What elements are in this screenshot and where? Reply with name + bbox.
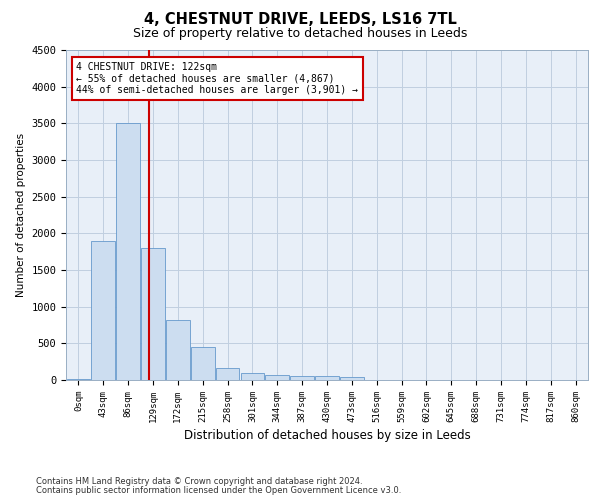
Bar — [265, 375, 289, 380]
Bar — [290, 376, 314, 380]
Bar — [241, 373, 264, 380]
Bar — [216, 368, 239, 380]
Bar — [315, 376, 339, 380]
Text: Contains HM Land Registry data © Crown copyright and database right 2024.: Contains HM Land Registry data © Crown c… — [36, 477, 362, 486]
Bar — [116, 124, 140, 380]
Y-axis label: Number of detached properties: Number of detached properties — [16, 133, 26, 297]
Text: Contains public sector information licensed under the Open Government Licence v3: Contains public sector information licen… — [36, 486, 401, 495]
Text: 4 CHESTNUT DRIVE: 122sqm
← 55% of detached houses are smaller (4,867)
44% of sem: 4 CHESTNUT DRIVE: 122sqm ← 55% of detach… — [76, 62, 358, 95]
Bar — [91, 240, 115, 380]
Bar — [191, 347, 215, 380]
Text: Size of property relative to detached houses in Leeds: Size of property relative to detached ho… — [133, 28, 467, 40]
Bar — [166, 320, 190, 380]
X-axis label: Distribution of detached houses by size in Leeds: Distribution of detached houses by size … — [184, 429, 470, 442]
Text: 4, CHESTNUT DRIVE, LEEDS, LS16 7TL: 4, CHESTNUT DRIVE, LEEDS, LS16 7TL — [143, 12, 457, 28]
Bar — [141, 248, 165, 380]
Bar — [340, 376, 364, 380]
